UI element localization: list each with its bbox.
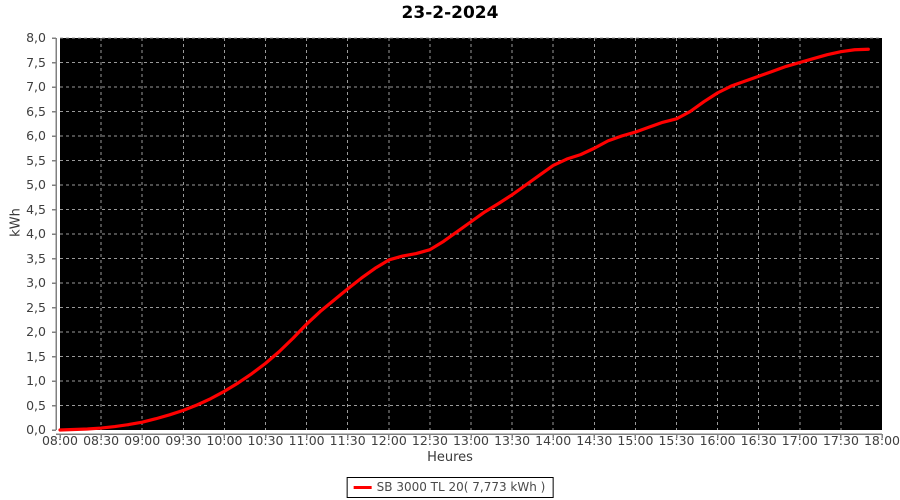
- y-tick-label: 6,0: [26, 128, 46, 143]
- x-tick-label: 13:00: [452, 433, 490, 448]
- x-tick-label: 14:00: [535, 433, 572, 448]
- legend-line-swatch-icon: [353, 485, 372, 489]
- y-tick-label: 2,0: [26, 324, 46, 339]
- y-tick-label: 1,5: [26, 348, 46, 364]
- x-tick-label: 17:00: [781, 433, 818, 448]
- y-tick-label: 0,5: [26, 397, 46, 413]
- y-tick-label: 3,5: [26, 250, 46, 266]
- x-tick-label: 14:30: [576, 433, 613, 448]
- y-tick-label: 1,0: [26, 373, 46, 388]
- x-tick-label: 15:30: [658, 433, 695, 448]
- x-tick-label: 12:30: [411, 433, 448, 448]
- x-tick-label: 18:00: [863, 433, 900, 448]
- x-tick-label: 09:30: [165, 433, 202, 448]
- y-tick-label: 4,0: [26, 226, 46, 241]
- y-tick-label: 6,5: [26, 103, 46, 119]
- x-tick-label: 12:00: [370, 433, 407, 448]
- x-tick-label: 13:30: [494, 433, 531, 448]
- x-tick-label: 11:30: [329, 433, 366, 448]
- y-tick-label: 7,0: [26, 79, 46, 94]
- x-tick-label: 09:00: [124, 433, 161, 448]
- x-tick-label: 10:00: [206, 433, 243, 448]
- y-tick-label: 2,5: [26, 299, 46, 315]
- y-tick-label: 5,5: [26, 152, 46, 168]
- y-tick-label: 8,0: [26, 30, 46, 45]
- x-tick-label: 11:00: [288, 433, 325, 448]
- x-tick-label: 08:30: [83, 433, 120, 448]
- x-tick-label: 17:30: [822, 433, 859, 448]
- legend-entry-label: SB 3000 TL 20( 7,773 kWh ): [376, 480, 546, 494]
- x-tick-label: 16:00: [699, 433, 736, 448]
- x-axis-label: Heures: [427, 450, 473, 465]
- y-tick-label: 7,5: [26, 54, 46, 70]
- x-tick-label: 15:00: [617, 433, 654, 448]
- y-tick-label: 4,5: [26, 201, 46, 217]
- y-tick-label: 5,0: [26, 177, 46, 192]
- x-tick-label: 10:30: [247, 433, 284, 448]
- y-tick-label: 0,0: [26, 422, 46, 437]
- x-tick-label: 08:00: [41, 433, 79, 448]
- chart-title: 23-2-2024: [401, 3, 499, 23]
- chart-legend: SB 3000 TL 20( 7,773 kWh ): [346, 477, 554, 498]
- x-tick-label: 16:30: [740, 433, 777, 448]
- y-tick-label: 3,0: [26, 275, 46, 290]
